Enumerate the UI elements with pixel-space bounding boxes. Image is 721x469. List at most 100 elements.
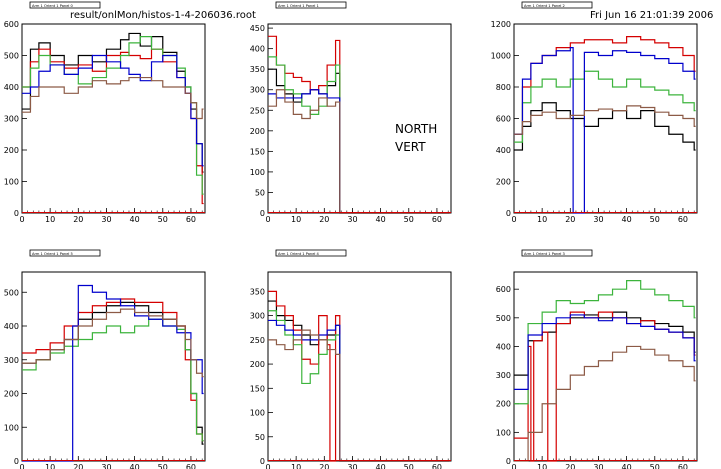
panel-title: Arm 1 Orient 1 Panel 2 (524, 4, 565, 8)
x-tick-label: 60 (186, 463, 196, 469)
series-blue-line (514, 314, 696, 391)
panel-title-box (275, 249, 347, 257)
series-brown-line (268, 329, 450, 462)
series-green-line (22, 318, 204, 442)
plot-frame (21, 271, 206, 462)
y-tick-label: 600 (496, 285, 511, 294)
x-tick-label: 40 (130, 463, 140, 469)
x-tick-label: 10 (291, 463, 301, 469)
plot-frame (267, 23, 452, 214)
y-tick-label: 800 (496, 83, 511, 92)
x-tick-label: 20 (565, 215, 575, 224)
panel-title: Arm 1 Orient 1 Panel 1 (278, 4, 319, 8)
y-tick-label: 100 (4, 178, 19, 187)
x-tick-label: 60 (186, 215, 196, 224)
panel-title-box (521, 1, 593, 9)
y-tick-label: 0 (260, 457, 265, 466)
x-tick-label: 20 (73, 463, 83, 469)
y-tick-label: 150 (250, 147, 265, 156)
x-tick-label: 0 (265, 463, 270, 469)
y-tick-label: 600 (4, 20, 19, 29)
y-tick-label: 300 (4, 356, 19, 365)
x-tick-label: 60 (678, 463, 688, 469)
x-tick-label: 20 (73, 215, 83, 224)
x-tick-label: 40 (622, 215, 632, 224)
y-tick-label: 50 (255, 188, 265, 197)
y-tick-label: 50 (255, 433, 265, 442)
y-tick-label: 400 (4, 322, 19, 331)
y-tick-label: 1200 (491, 20, 511, 29)
y-tick-label: 200 (250, 360, 265, 369)
panel-title: Arm 1 Orient 1 Panel 3 (524, 252, 565, 256)
y-tick-label: 400 (496, 146, 511, 155)
y-tick-label: 400 (496, 342, 511, 351)
histogram-panel-5: Arm 1 Orient 1 Panel 30 10 20 30 40 50 6001002… (496, 249, 698, 469)
series-brown-line (22, 308, 204, 378)
y-tick-label: 350 (250, 65, 265, 74)
x-tick-label: 10 (291, 215, 301, 224)
series-brown-line (514, 345, 696, 462)
y-tick-label: 250 (250, 336, 265, 345)
x-tick-label: 50 (158, 463, 168, 469)
series-green-line (514, 70, 696, 143)
x-tick-label: 10 (537, 215, 547, 224)
histogram-panel-3: Arm 1 Orient 1 Panel 5 0 10 20 30 40 50 60 0 100 2… (4, 249, 206, 469)
panel-title-box (29, 1, 101, 9)
x-tick-label: 30 (101, 215, 111, 224)
histogram-panel-0: Arm 1 Orient 1 Panel 00 10 20 30 40 50 6001002… (4, 1, 206, 224)
annotation-vert: VERT (395, 140, 426, 154)
series-blue-line (268, 89, 450, 214)
series-red-line (268, 290, 450, 462)
y-tick-label: 100 (496, 428, 511, 437)
x-tick-label: 30 (593, 463, 603, 469)
x-tick-label: 40 (622, 463, 632, 469)
y-tick-label: 200 (496, 178, 511, 187)
plot-frame (267, 271, 452, 462)
panel-title-box (521, 249, 593, 257)
x-tick-label: 30 (347, 215, 357, 224)
y-tick-label: 150 (250, 384, 265, 393)
series-green-line (514, 279, 696, 405)
x-tick-label: 20 (565, 463, 575, 469)
y-tick-label: 450 (250, 24, 265, 33)
series-black-line (22, 32, 204, 173)
y-tick-label: 100 (250, 409, 265, 418)
y-tick-label: 200 (4, 390, 19, 399)
x-tick-label: 40 (130, 215, 140, 224)
y-tick-label: 250 (250, 106, 265, 115)
y-tick-label: 100 (4, 423, 19, 432)
y-tick-label: 500 (496, 314, 511, 323)
series-brown-line (268, 89, 450, 214)
y-tick-label: 600 (496, 115, 511, 124)
y-tick-label: 100 (250, 168, 265, 177)
y-tick-label: 300 (250, 312, 265, 321)
series-green-line (22, 36, 204, 195)
y-tick-label: 500 (4, 52, 19, 61)
x-tick-label: 0 (19, 215, 24, 224)
y-tick-label: 0 (14, 209, 19, 218)
histogram-panel-1: Arm 1 Orient 1 Panel 1 0 10 20 30 40 50 60 0 50 10… (250, 1, 452, 224)
x-tick-label: 60 (432, 463, 442, 469)
x-tick-label: 0 (265, 215, 270, 224)
x-tick-label: 20 (319, 463, 329, 469)
series-blue-line (268, 319, 450, 462)
histogram-panel-4: Arm 1 Orient 1 Panel 4 0 10 20 30 40 50 60 0 50 10… (250, 249, 452, 469)
x-tick-label: 60 (432, 215, 442, 224)
x-tick-label: 40 (376, 463, 386, 469)
x-tick-label: 50 (650, 463, 660, 469)
series-blue-line (22, 54, 204, 167)
y-tick-label: 200 (250, 127, 265, 136)
x-tick-label: 10 (537, 463, 547, 469)
y-tick-label: 400 (250, 45, 265, 54)
x-tick-label: 0 (19, 463, 24, 469)
y-tick-label: 0 (14, 457, 19, 466)
x-tick-label: 0 (511, 215, 516, 224)
series-black-line (514, 102, 696, 151)
x-tick-label: 30 (101, 463, 111, 469)
y-tick-label: 0 (506, 457, 511, 466)
series-black-line (268, 68, 450, 214)
x-tick-label: 20 (319, 215, 329, 224)
y-tick-label: 300 (496, 371, 511, 380)
series-blue-line (22, 284, 204, 462)
